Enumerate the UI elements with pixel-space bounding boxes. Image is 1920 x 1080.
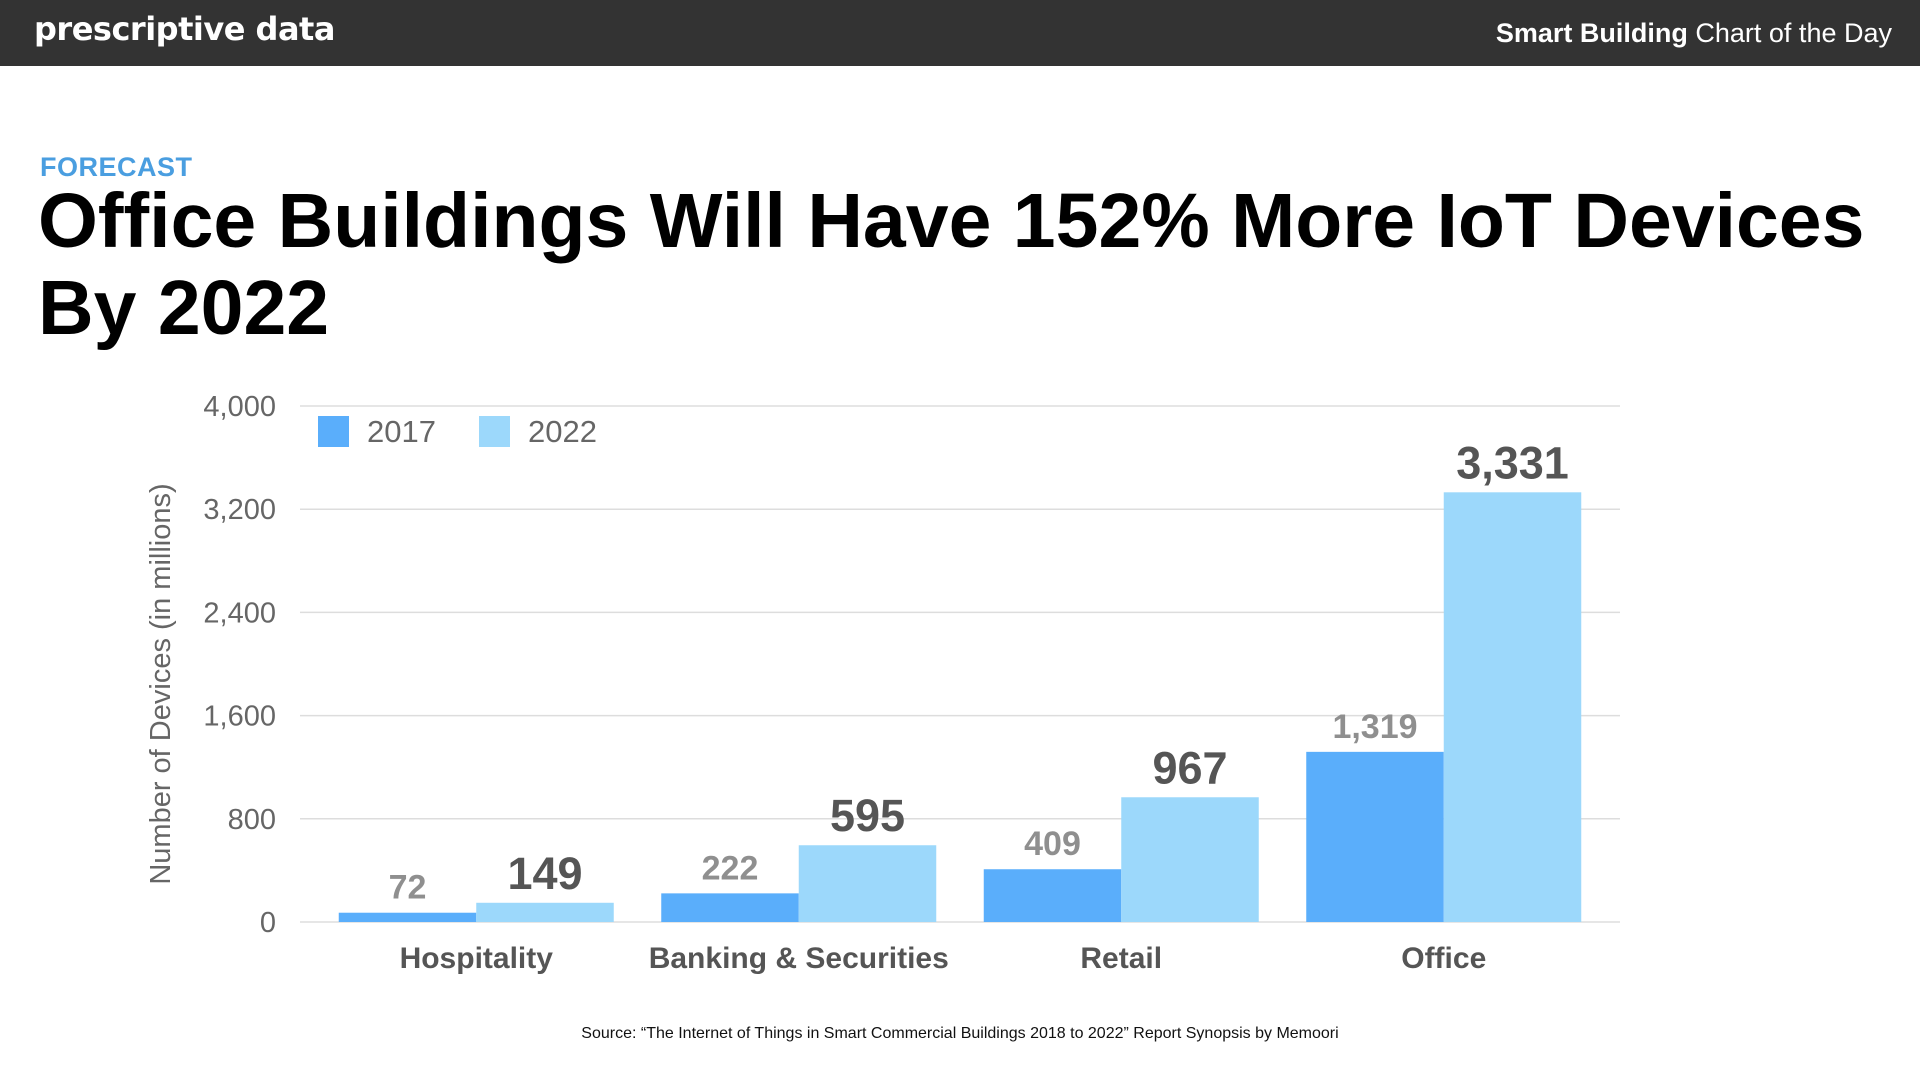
y-tick-label: 3,200 <box>203 494 276 526</box>
tagline-rest: Chart of the Day <box>1687 18 1892 48</box>
data-label-2017: 72 <box>389 869 427 907</box>
source-note: Source: “The Internet of Things in Smart… <box>581 1025 1339 1042</box>
data-label-2022: 3,331 <box>1456 437 1569 488</box>
category-label: Banking & Securities <box>649 942 949 975</box>
data-label-2017: 1,319 <box>1332 708 1417 746</box>
bar-2017 <box>1306 751 1444 922</box>
y-tick-label: 2,400 <box>203 597 276 629</box>
data-label-2022: 967 <box>1152 742 1227 793</box>
legend-label-2017: 2017 <box>367 414 436 449</box>
legend-swatch-2022 <box>479 416 510 447</box>
bar-2022 <box>1121 797 1259 922</box>
y-tick-label: 800 <box>228 804 276 836</box>
bar-2017 <box>983 869 1122 922</box>
legend-label-2022: 2022 <box>528 414 597 449</box>
bar-2022 <box>1443 492 1582 922</box>
category-label: Office <box>1401 942 1486 975</box>
bar-2017 <box>661 893 799 922</box>
category-label: Retail <box>1080 942 1162 975</box>
category-label: Hospitality <box>400 942 554 975</box>
y-tick-label: 1,600 <box>203 701 276 733</box>
y-axis-title: Number of Devices (in millions) <box>145 483 177 884</box>
header-tagline: Smart Building Chart of the Day <box>1496 18 1892 49</box>
legend-swatch-2017 <box>318 416 349 447</box>
data-label-2022: 595 <box>830 790 905 841</box>
data-label-2017: 222 <box>702 849 759 887</box>
header-bar: prescriptive data Smart Building Chart o… <box>0 0 1920 66</box>
brand-logo: prescriptive data <box>34 10 335 48</box>
bar-2022 <box>798 845 937 922</box>
data-label-2022: 149 <box>507 848 582 899</box>
tagline-bold: Smart Building <box>1495 18 1688 48</box>
bar-2022 <box>476 902 614 922</box>
bar-chart: 0 800 1,600 2,400 3,200 4,000 Number of Device… <box>145 391 1620 975</box>
kicker-label: FORECAST <box>40 152 193 182</box>
y-tick-label: 4,000 <box>203 391 276 423</box>
data-label-2017: 409 <box>1024 825 1081 863</box>
page-title: Office Buildings Will Have 152% More IoT… <box>38 178 1865 351</box>
y-tick-label: 0 <box>260 907 276 939</box>
bar-2017 <box>338 912 477 922</box>
